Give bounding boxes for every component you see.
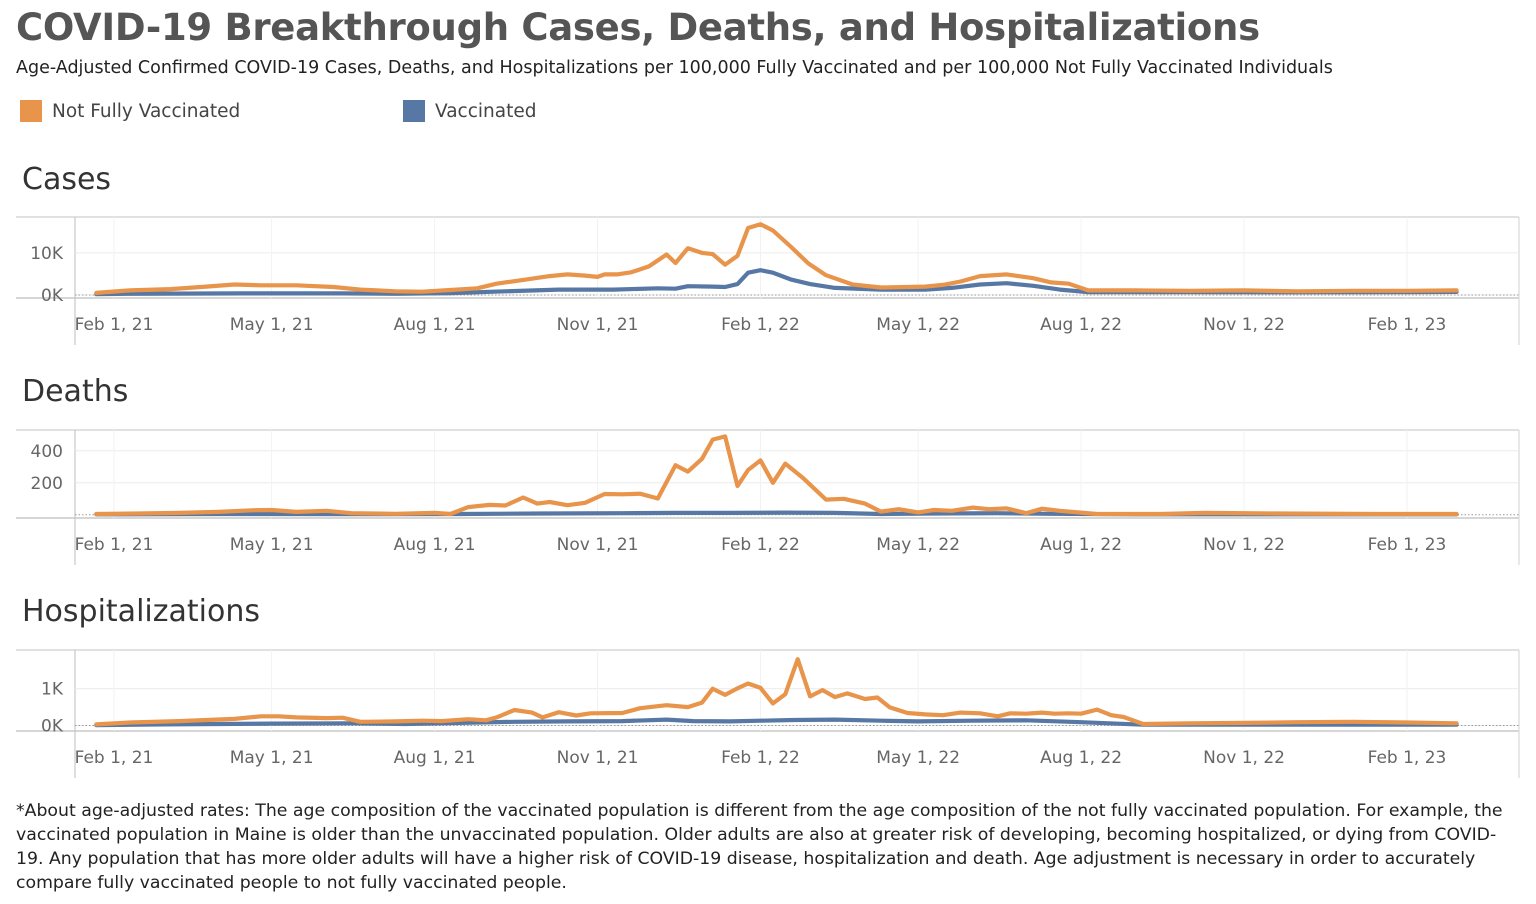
charts-canvas: 0K 10K Feb 1, 21 May 1, 21 Aug 1, 21 Nov 1, 2… <box>16 216 1520 778</box>
cases-x-tick-label: Aug 1, 22 <box>1040 315 1122 335</box>
hospitalizations-x-tick-label: Nov 1, 22 <box>1203 748 1285 768</box>
cases-series-not-fully-vaccinated <box>94 222 1459 295</box>
cases-x-tick-label: Aug 1, 21 <box>394 315 476 335</box>
legend-item-vaccinated[interactable]: Vaccinated <box>403 99 536 123</box>
page-title: COVID-19 Breakthrough Cases, Deaths, and… <box>16 6 1260 49</box>
cases-x-tick-label: Feb 1, 22 <box>721 315 800 335</box>
cases-x-tick-label: May 1, 21 <box>230 315 314 335</box>
page-subtitle: Age-Adjusted Confirmed COVID-19 Cases, D… <box>16 58 1333 78</box>
cases-x-tick-label: Feb 1, 23 <box>1368 315 1447 335</box>
cases-panel-title: Cases <box>22 162 112 197</box>
deaths-x-tick-label: Aug 1, 21 <box>394 535 476 555</box>
cases-x-tick-label: Nov 1, 21 <box>557 315 639 335</box>
footnote: *About age-adjusted rates: The age compo… <box>16 801 1503 893</box>
deaths-panel-title: Deaths <box>22 374 129 409</box>
deaths-x-tick-label: Nov 1, 22 <box>1203 535 1285 555</box>
deaths-x-tick-label: Nov 1, 21 <box>557 535 639 555</box>
hospitalizations-x-tick-label: Feb 1, 21 <box>75 748 154 768</box>
hospitalizations-x-tick-label: Feb 1, 23 <box>1368 748 1447 768</box>
deaths-x-tick-label: Feb 1, 22 <box>721 535 800 555</box>
legend-item-not-fully-vaccinated[interactable]: Not Fully Vaccinated <box>20 99 240 123</box>
legend-swatch-blue <box>403 100 425 122</box>
deaths-y-tick-label: 400 <box>31 442 63 462</box>
deaths-x-tick-label: May 1, 22 <box>876 535 960 555</box>
hospitalizations-x-tick-label: May 1, 21 <box>230 748 314 768</box>
cases-x-tick-label: Feb 1, 21 <box>75 315 154 335</box>
deaths-x-tick-label: Feb 1, 23 <box>1368 535 1447 555</box>
hospitalizations-x-tick-label: Nov 1, 21 <box>557 748 639 768</box>
legend-swatch-orange <box>20 100 42 122</box>
cases-y-tick-label: 10K <box>30 244 64 264</box>
hospitalizations-x-tick-label: Aug 1, 21 <box>394 748 476 768</box>
hospitalizations-series-vaccinated <box>94 717 1459 728</box>
hospitalizations-x-tick-label: Aug 1, 22 <box>1040 748 1122 768</box>
legend-label: Not Fully Vaccinated <box>52 100 241 122</box>
deaths-series-not-fully-vaccinated <box>94 434 1459 517</box>
hospitalizations-x-tick-label: May 1, 22 <box>876 748 960 768</box>
cases-x-tick-label: May 1, 22 <box>876 315 960 335</box>
cases-y-tick-label: 0K <box>41 286 64 306</box>
deaths-y-tick-label: 200 <box>31 474 63 494</box>
deaths-x-tick-label: Aug 1, 22 <box>1040 535 1122 555</box>
deaths-chart: 200 400 Feb 1, 21 May 1, 21 Aug 1, 21 Nov 1, … <box>16 429 1520 565</box>
deaths-x-tick-label: Feb 1, 21 <box>75 535 154 555</box>
legend-label: Vaccinated <box>435 100 537 122</box>
hospitalizations-y-tick-label: 1K <box>41 680 64 700</box>
cases-chart: 0K 10K Feb 1, 21 May 1, 21 Aug 1, 21 Nov 1, 2… <box>16 216 1520 345</box>
deaths-x-tick-label: May 1, 21 <box>230 535 314 555</box>
hospitalizations-y-tick-label: 0K <box>41 716 64 736</box>
cases-x-tick-label: Nov 1, 22 <box>1203 315 1285 335</box>
hospitalizations-chart: 0K 1K Feb 1, 21 May 1, 21 Aug 1, 21 Nov 1, 21… <box>16 649 1520 778</box>
hospitalizations-series-not-fully-vaccinated <box>94 657 1459 727</box>
hospitalizations-panel-title: Hospitalizations <box>22 594 260 629</box>
hospitalizations-x-tick-label: Feb 1, 22 <box>721 748 800 768</box>
